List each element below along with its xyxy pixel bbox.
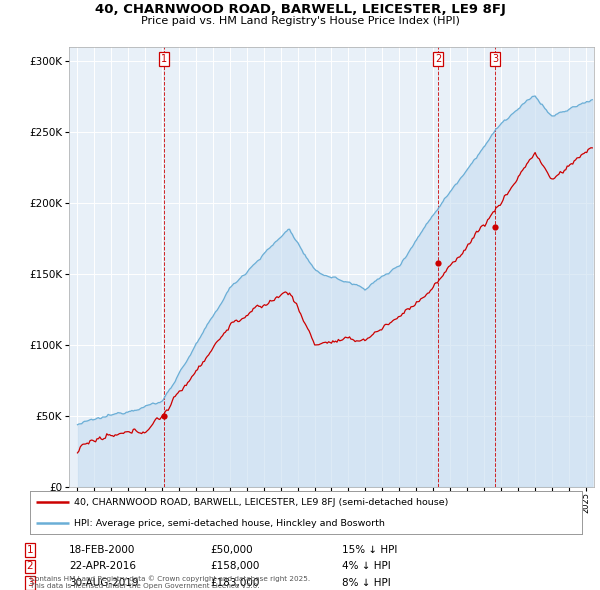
Text: 1: 1: [26, 545, 34, 555]
Text: HPI: Average price, semi-detached house, Hinckley and Bosworth: HPI: Average price, semi-detached house,…: [74, 519, 385, 528]
Text: 1: 1: [161, 54, 167, 64]
Text: 30-AUG-2019: 30-AUG-2019: [69, 578, 139, 588]
Text: 2: 2: [26, 562, 34, 571]
Text: 3: 3: [26, 578, 34, 588]
Text: 2: 2: [435, 54, 442, 64]
Text: 3: 3: [492, 54, 498, 64]
Text: 22-APR-2016: 22-APR-2016: [69, 562, 136, 571]
Text: £183,000: £183,000: [210, 578, 259, 588]
Text: 18-FEB-2000: 18-FEB-2000: [69, 545, 136, 555]
Text: 4% ↓ HPI: 4% ↓ HPI: [342, 562, 391, 571]
Text: 40, CHARNWOOD ROAD, BARWELL, LEICESTER, LE9 8FJ: 40, CHARNWOOD ROAD, BARWELL, LEICESTER, …: [95, 3, 505, 16]
Text: Contains HM Land Registry data © Crown copyright and database right 2025.
This d: Contains HM Land Registry data © Crown c…: [30, 576, 310, 589]
Text: 40, CHARNWOOD ROAD, BARWELL, LEICESTER, LE9 8FJ (semi-detached house): 40, CHARNWOOD ROAD, BARWELL, LEICESTER, …: [74, 497, 449, 507]
Text: £158,000: £158,000: [210, 562, 259, 571]
Text: 8% ↓ HPI: 8% ↓ HPI: [342, 578, 391, 588]
Text: 15% ↓ HPI: 15% ↓ HPI: [342, 545, 397, 555]
Text: £50,000: £50,000: [210, 545, 253, 555]
Text: Price paid vs. HM Land Registry's House Price Index (HPI): Price paid vs. HM Land Registry's House …: [140, 16, 460, 26]
